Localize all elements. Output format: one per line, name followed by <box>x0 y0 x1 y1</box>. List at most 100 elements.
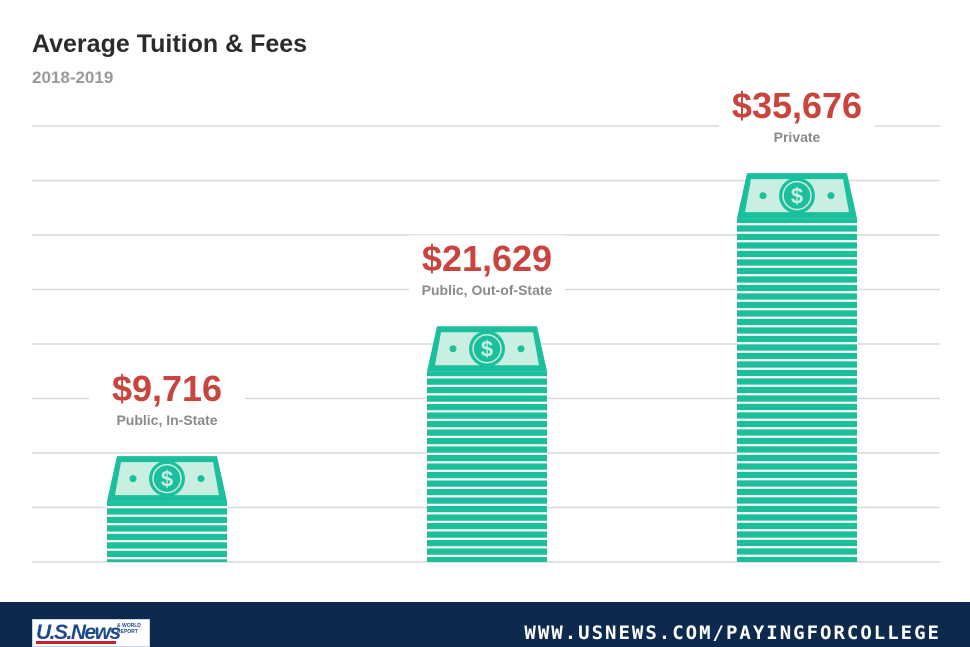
dollar-coin <box>149 460 185 497</box>
bill-stripe <box>427 393 547 396</box>
label-backdrop <box>719 82 875 153</box>
bill-stripe <box>427 418 547 421</box>
dollar-sign-icon: $ <box>791 184 803 209</box>
bill-dot <box>759 192 767 200</box>
bill-stripe <box>737 546 857 549</box>
bill-stripe <box>427 469 547 472</box>
bill-stripe <box>737 308 857 311</box>
dollar-sign-icon: $ <box>481 337 493 362</box>
bill-stripe <box>737 529 857 532</box>
chart-subtitle: 2018-2019 <box>32 68 114 87</box>
dollar-sign-icon: $ <box>161 467 173 492</box>
logo-subtext: & WORLD REPORT <box>117 623 141 635</box>
category-label: Public, Out-of-State <box>422 282 553 298</box>
bill-stripe <box>737 512 857 515</box>
bill-stripe <box>737 418 857 421</box>
bill-stripe <box>737 384 857 387</box>
bill-stripe <box>427 529 547 532</box>
bill-stripe <box>737 257 857 260</box>
bill-stripe <box>737 495 857 498</box>
category-label: Public, In-State <box>116 412 217 428</box>
bill-stripe <box>427 384 547 387</box>
bill-stripe <box>737 435 857 438</box>
bill-stripe <box>427 435 547 438</box>
bill-stripe <box>427 410 547 413</box>
bill-stripe <box>737 325 857 328</box>
bill-stripe <box>737 291 857 294</box>
bar <box>427 371 547 562</box>
bar <box>737 218 857 563</box>
bill-stripe <box>737 240 857 243</box>
bill-stripe <box>737 248 857 251</box>
bill-stripe <box>427 546 547 549</box>
data-label: $9,716 <box>112 368 222 409</box>
bill-stripe <box>737 231 857 234</box>
bill-stripe <box>427 512 547 515</box>
bill-stripe <box>427 401 547 404</box>
bill-stripe <box>737 393 857 396</box>
bill-stripe <box>107 548 227 551</box>
bill-stripe <box>427 495 547 498</box>
bill-stripe <box>737 444 857 447</box>
dollar-coin-ring <box>152 463 182 494</box>
bill-dot <box>827 192 835 200</box>
label-backdrop <box>89 365 245 436</box>
bill-stripe <box>737 342 857 345</box>
chart-title: Average Tuition & Fees <box>32 30 308 58</box>
dollar-coin <box>469 330 505 367</box>
logo-wordmark: U.S.News <box>36 621 121 644</box>
bill-stripe <box>427 452 547 455</box>
bill-stripe <box>737 410 857 413</box>
bill-stripe <box>737 401 857 404</box>
usnews-logo[interactable]: U.S.News & WORLD REPORT <box>32 619 150 647</box>
bill-stripe <box>737 520 857 523</box>
bill-stripe <box>107 531 227 534</box>
dollar-coin-ring <box>782 180 812 211</box>
bill-stripe <box>427 444 547 447</box>
bar <box>107 501 227 562</box>
bill-stripe <box>427 554 547 557</box>
bill-dot <box>129 475 137 483</box>
bill-stripe <box>427 478 547 481</box>
bill-stripe <box>427 537 547 540</box>
bill-stripe <box>737 350 857 353</box>
bill-stripe <box>737 452 857 455</box>
bill-stripe <box>737 478 857 481</box>
bill-stripe <box>737 469 857 472</box>
label-backdrop <box>409 235 565 306</box>
bill-stripe <box>107 514 227 517</box>
bill-stripe <box>107 523 227 526</box>
bill-stripe <box>737 554 857 557</box>
bill-stripe <box>737 427 857 430</box>
bill-stripe <box>737 537 857 540</box>
bill-stripe <box>737 282 857 285</box>
bill-stripe <box>427 520 547 523</box>
bill-stripe <box>427 486 547 489</box>
bill-stripe <box>427 461 547 464</box>
bill-dot <box>449 345 457 353</box>
bill-stripe <box>737 503 857 506</box>
bill-stripe <box>427 427 547 430</box>
bill-stripe <box>737 359 857 362</box>
bill-dot <box>517 345 525 353</box>
bill-dot <box>197 475 205 483</box>
bill-stripe <box>737 274 857 277</box>
dollar-coin-ring <box>472 333 502 364</box>
bill-stripe <box>427 503 547 506</box>
bill-stripe <box>737 316 857 319</box>
footer-bar: U.S.News & WORLD REPORT WWW.USNEWS.COM/P… <box>0 602 970 647</box>
bill-stripe <box>737 376 857 379</box>
bill-stripe <box>427 376 547 379</box>
dollar-coin <box>779 177 815 214</box>
bill-stripe <box>107 540 227 543</box>
data-label: $21,629 <box>422 238 552 279</box>
bill-stripe <box>737 367 857 370</box>
bill-stripe <box>737 299 857 302</box>
bill-stripe <box>737 486 857 489</box>
bar-chart: $ $9,716 Public, In-State $ $21,629 Public, O… <box>32 82 940 563</box>
bill-stripe <box>107 557 227 560</box>
category-label: Private <box>774 129 821 145</box>
bill-stripe <box>737 223 857 226</box>
footer-url-link[interactable]: WWW.USNEWS.COM/PAYINGFORCOLLEGE <box>524 622 941 644</box>
bill-stripe <box>737 461 857 464</box>
